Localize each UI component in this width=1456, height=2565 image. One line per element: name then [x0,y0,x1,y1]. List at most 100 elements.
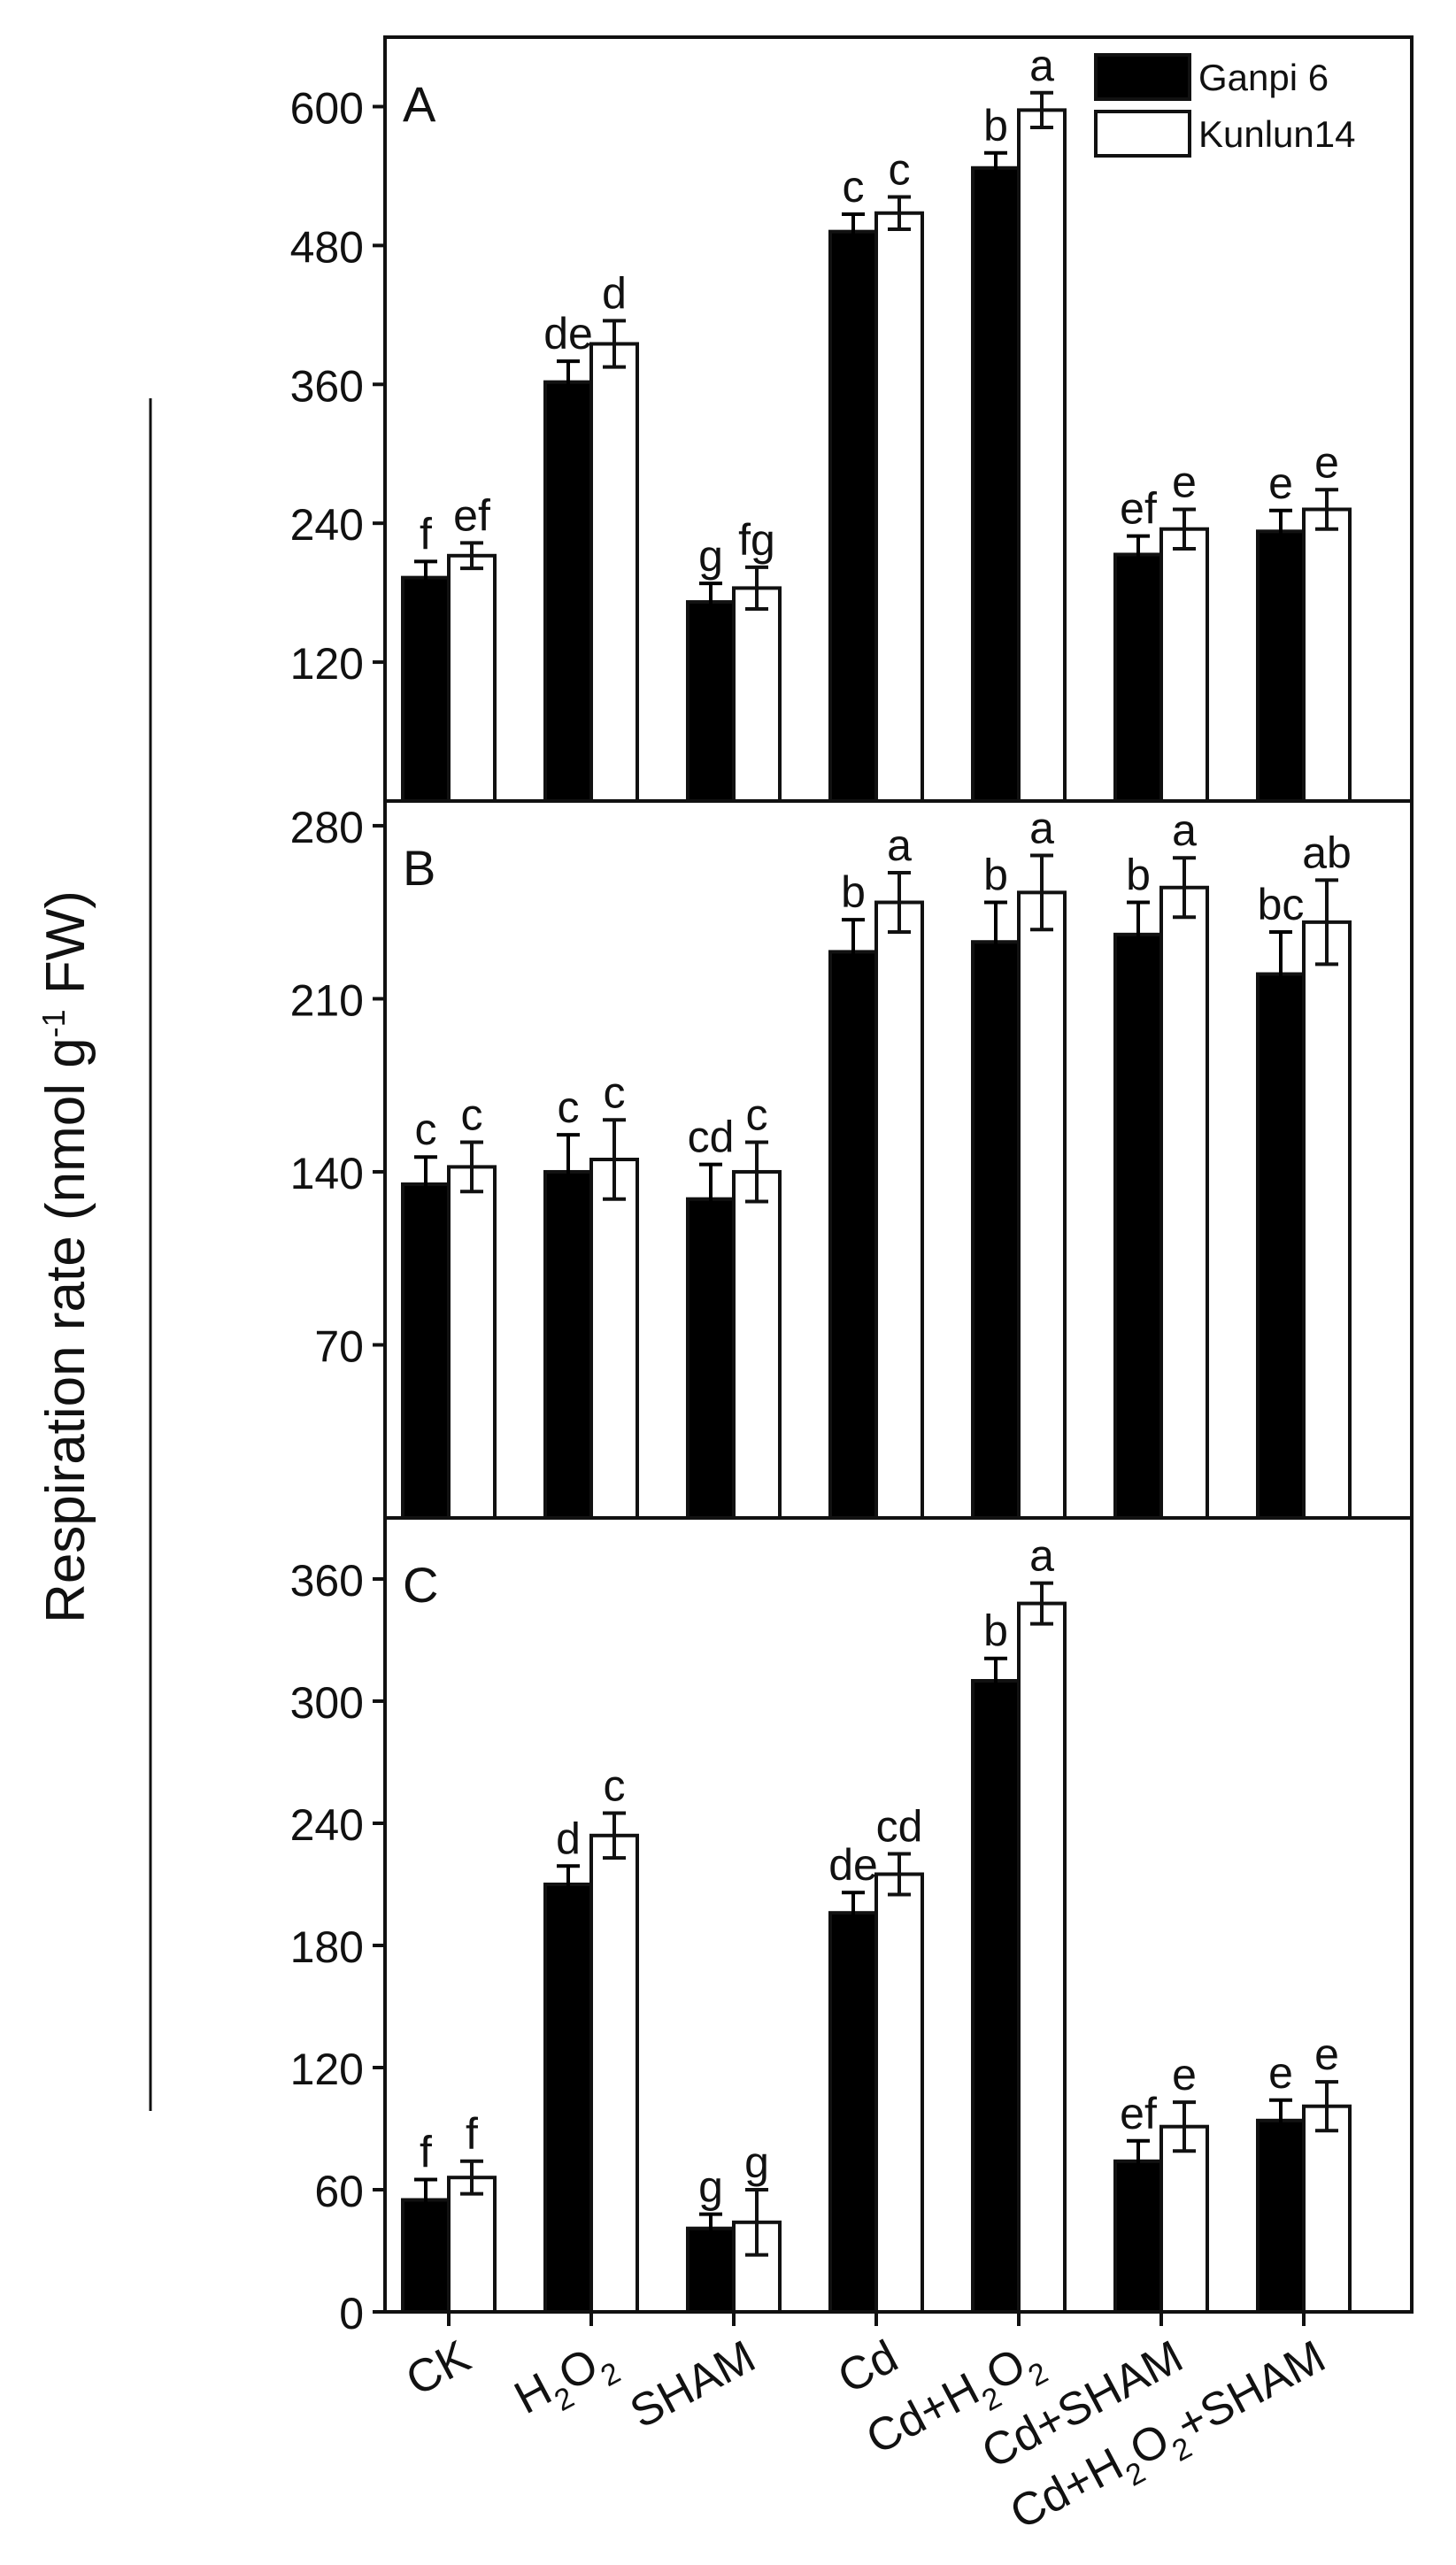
significance-letter: e [1268,458,1293,508]
bar [543,1883,593,2314]
panel-letter: B [403,840,435,896]
y-tick-label: 60 [314,2167,364,2216]
significance-letter: c [415,1105,437,1154]
error-bar [1269,508,1292,552]
error-bar [745,565,768,611]
bar [589,342,639,803]
bar [589,1158,639,1520]
bar [1113,932,1163,1521]
error-bar [699,2212,722,2243]
y-tick-label: 480 [290,222,364,272]
panel-letter: C [403,1557,438,1613]
significance-letter: e [1314,437,1339,487]
significance-letter: c [746,1090,768,1139]
error-bar [460,1140,483,1194]
error-bar [842,918,865,984]
bar [401,575,451,803]
error-bar [1030,90,1053,129]
bar [686,600,736,804]
error-bar [414,2177,437,2221]
significance-letter: c [604,1761,626,1811]
bar [1302,2104,1352,2314]
bar [1113,2159,1163,2315]
significance-letter: c [461,1090,483,1139]
legend-label: Kunlun14 [1198,113,1356,155]
error-bar [1030,1581,1053,1626]
y-tick-label: 280 [290,803,364,852]
error-bar [460,2159,483,2196]
significance-letter: g [698,2162,723,2212]
error-bar [1127,2138,1150,2182]
legend-label: Ganpi 6 [1198,57,1329,98]
error-bar [888,1852,911,1897]
significance-letter: g [698,531,723,581]
y-tick-label: 240 [290,500,364,550]
significance-letter: c [604,1067,626,1117]
error-bar [842,1891,865,1934]
bar [1113,552,1163,804]
legend-swatch [1094,53,1191,101]
y-tick-label: 360 [290,361,364,411]
error-bar [1315,878,1338,967]
error-bar [745,2188,768,2257]
error-bar [984,900,1007,982]
y-tick-label: 210 [290,975,364,1025]
significance-letter: de [828,1840,878,1890]
bar [1256,2118,1306,2315]
y-tick-label: 240 [290,1800,364,1850]
y-tick-label: 0 [339,2289,364,2338]
bar [1159,2124,1209,2314]
error-bar [1127,900,1150,967]
significance-letter: cd [876,1802,923,1852]
significance-letter: f [420,509,432,558]
bar [543,1169,593,1521]
error-bar [699,582,722,621]
error-bar [888,871,911,935]
bar [1017,1601,1067,2314]
bar [1159,527,1209,804]
error-bar [557,1133,580,1209]
error-bar [1173,507,1196,551]
significance-letter: d [602,268,627,318]
significance-letter: a [1029,1531,1054,1581]
significance-letter: ab [1302,828,1352,877]
significance-letter: ef [1120,2089,1157,2138]
bar [828,950,878,1520]
error-bar [1315,2080,1338,2133]
y-tick-label: 300 [290,1678,364,1728]
error-bar [1173,2100,1196,2153]
significance-letter: f [466,2109,478,2159]
significance-letter: a [1029,41,1054,90]
y-tick-label: 600 [290,83,364,133]
bar [1017,108,1067,804]
error-bar [414,1155,437,1212]
error-bar [557,359,580,404]
error-bar [1030,853,1053,932]
legend-swatch [1094,110,1191,158]
significance-letter: bc [1258,880,1305,929]
bar [971,166,1021,804]
y-axis-label: Respiration rate (nmol g-1 FW) [35,890,96,1623]
y-tick-label: 120 [290,2045,364,2094]
significance-letter: a [887,820,912,870]
bar [447,1165,497,1520]
bar [828,229,878,803]
significance-letter: e [1172,457,1197,506]
significance-letter: b [1126,851,1151,900]
significance-letter: ef [453,490,490,540]
error-bar [984,150,1007,183]
error-bar [842,212,865,250]
bar [874,900,924,1520]
y-tick-label: 120 [290,639,364,689]
significance-letter: c [889,144,911,194]
error-bar [1269,2098,1292,2141]
bar [1302,920,1352,1520]
significance-letter: a [1029,803,1054,852]
significance-letter: e [1314,2030,1339,2079]
significance-letter: ef [1120,484,1157,534]
bar [543,380,593,803]
bar [971,940,1021,1520]
error-bar [603,319,626,369]
